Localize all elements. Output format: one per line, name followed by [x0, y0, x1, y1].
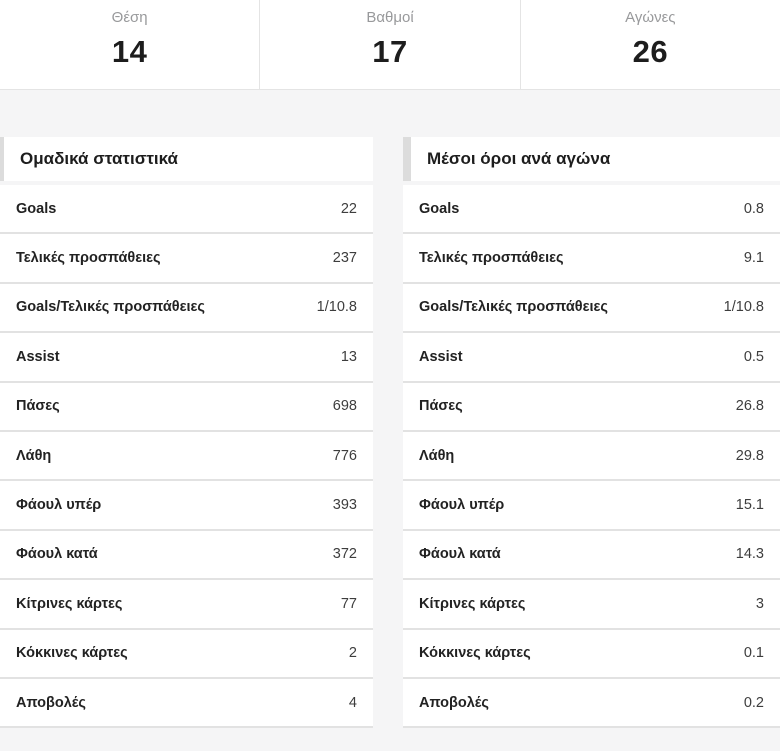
stat-value: 4 [348, 694, 357, 711]
stat-label: Goals [16, 200, 57, 217]
stat-value: 29.8 [735, 447, 764, 464]
stat-value: 26.8 [735, 398, 764, 415]
per-game-stats-table: Goals 0.8 Τελικές προσπάθειες 9.1 Goals/… [403, 185, 780, 729]
stat-row: Λάθη 776 [0, 431, 373, 482]
stat-value: 372 [332, 546, 357, 563]
summary-value-points: 17 [372, 34, 408, 69]
stat-row: Κόκκινες κάρτες 2 [0, 629, 373, 679]
stat-row: Κόκκινες κάρτες 0.1 [403, 629, 780, 679]
stat-row: Αποβολές 0.2 [403, 678, 780, 729]
stat-value: 1/10.8 [316, 299, 357, 316]
stat-label: Φάουλ υπέρ [419, 497, 505, 514]
stat-label: Κόκκινες κάρτες [16, 645, 128, 662]
stat-label: Αποβολές [16, 694, 86, 711]
stat-value: 77 [340, 595, 357, 612]
stat-value: 0.5 [743, 348, 764, 365]
stat-label: Assist [419, 348, 463, 365]
stat-row: Φάουλ κατά 14.3 [403, 530, 780, 581]
stat-value: 0.2 [743, 694, 764, 711]
stat-row: Φάουλ υπέρ 15.1 [403, 481, 780, 531]
stat-value: 698 [332, 398, 357, 415]
stat-row: Τελικές προσπάθειες 9.1 [403, 234, 780, 284]
stat-value: 15.1 [735, 497, 764, 514]
stat-value: 13 [340, 348, 357, 365]
stat-label: Φάουλ υπέρ [16, 497, 102, 514]
stat-value: 237 [332, 250, 357, 267]
per-game-stats-section: Μέσοι όροι ανά αγώνα Goals 0.8 Τελικές π… [403, 137, 780, 729]
stat-label: Φάουλ κατά [16, 546, 98, 563]
stat-row: Goals 22 [0, 185, 373, 235]
stat-row: Κίτρινες κάρτες 3 [403, 580, 780, 630]
stat-label: Αποβολές [419, 694, 489, 711]
stat-label: Κίτρινες κάρτες [419, 595, 526, 612]
stat-label: Πάσες [419, 398, 463, 415]
summary-label-points: Βαθμοί [366, 9, 414, 26]
stat-row: Goals/Τελικές προσπάθειες 1/10.8 [0, 283, 373, 334]
stat-label: Φάουλ κατά [419, 546, 501, 563]
summary-bar: Θέση 14 Βαθμοί 17 Αγώνες 26 [0, 0, 780, 90]
per-game-stats-header: Μέσοι όροι ανά αγώνα [403, 137, 780, 181]
team-stats-table: Goals 22 Τελικές προσπάθειες 237 Goals/Τ… [0, 185, 373, 729]
stat-label: Assist [16, 348, 60, 365]
stat-row: Goals 0.8 [403, 185, 780, 235]
stat-value: 393 [332, 497, 357, 514]
stat-label: Λάθη [419, 447, 455, 464]
stat-label: Κίτρινες κάρτες [16, 595, 123, 612]
stat-value: 3 [755, 595, 764, 612]
summary-value-position: 14 [111, 34, 148, 69]
summary-box-games: Αγώνες 26 [519, 0, 780, 89]
stat-label: Κόκκινες κάρτες [419, 645, 531, 662]
summary-box-points: Βαθμοί 17 [259, 0, 519, 89]
stat-value: 0.8 [743, 200, 764, 217]
stat-value: 2 [348, 645, 357, 662]
team-stats-section: Ομαδικά στατιστικά Goals 22 Τελικές προσ… [0, 137, 373, 729]
stats-columns: Ομαδικά στατιστικά Goals 22 Τελικές προσ… [0, 137, 780, 729]
stat-label: Τελικές προσπάθειες [16, 250, 161, 267]
stat-row: Πάσες 26.8 [403, 382, 780, 432]
stat-row: Assist 0.5 [403, 333, 780, 383]
stat-value: 1/10.8 [723, 299, 764, 316]
team-stats-title: Ομαδικά στατιστικά [20, 149, 179, 168]
summary-label-games: Αγώνες [625, 9, 676, 26]
stat-row: Αποβολές 4 [0, 678, 373, 729]
stat-row: Τελικές προσπάθειες 237 [0, 234, 373, 284]
stat-row: Λάθη 29.8 [403, 431, 780, 482]
team-stats-header: Ομαδικά στατιστικά [0, 137, 373, 181]
stat-value: 776 [332, 447, 357, 464]
stat-row: Κίτρινες κάρτες 77 [0, 580, 373, 630]
stat-row: Φάουλ υπέρ 393 [0, 481, 373, 531]
stat-label: Τελικές προσπάθειες [419, 250, 564, 267]
stat-label: Λάθη [16, 447, 52, 464]
stat-row: Assist 13 [0, 333, 373, 383]
stat-value: 9.1 [743, 250, 764, 267]
stat-label: Πάσες [16, 398, 60, 415]
stat-row: Φάουλ κατά 372 [0, 530, 373, 581]
summary-value-games: 26 [632, 34, 669, 69]
stat-label: Goals/Τελικές προσπάθειες [16, 299, 205, 316]
per-game-stats-title: Μέσοι όροι ανά αγώνα [427, 149, 611, 168]
stat-row: Goals/Τελικές προσπάθειες 1/10.8 [403, 283, 780, 334]
stat-value: 22 [340, 200, 357, 217]
stat-label: Goals [419, 200, 460, 217]
stat-value: 14.3 [735, 546, 764, 563]
stat-row: Πάσες 698 [0, 382, 373, 432]
stat-label: Goals/Τελικές προσπάθειες [419, 299, 608, 316]
stat-value: 0.1 [743, 645, 764, 662]
summary-box-position: Θέση 14 [0, 0, 259, 89]
summary-label-position: Θέση [111, 9, 148, 26]
